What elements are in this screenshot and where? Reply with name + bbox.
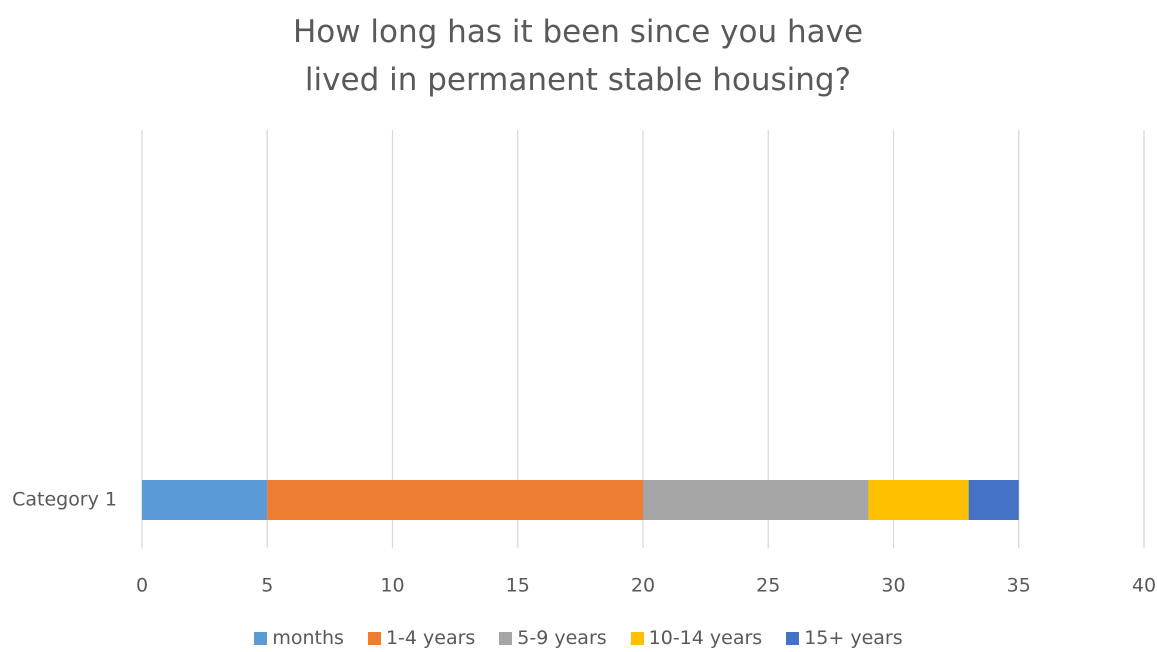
- x-tick-label: 15: [506, 575, 530, 597]
- bar-segment: [868, 480, 969, 520]
- legend-swatch: [254, 631, 268, 645]
- legend: months 1-4 years 5-9 years 10-14 years 15+ y…: [0, 624, 1157, 652]
- legend-swatch: [367, 631, 381, 645]
- legend-label: 5-9 years: [517, 627, 607, 649]
- legend-swatch: [499, 631, 513, 645]
- legend-label: 10-14 years: [648, 627, 763, 649]
- x-tick-label: 5: [261, 575, 273, 597]
- legend-swatch: [630, 631, 644, 645]
- legend-item: 15+ years: [786, 624, 903, 652]
- x-tick-label: 40: [1132, 575, 1156, 597]
- legend-label: 15+ years: [804, 627, 903, 649]
- x-tick-label: 20: [631, 575, 655, 597]
- legend-item: 5-9 years: [499, 624, 607, 652]
- legend-item: 1-4 years: [367, 624, 476, 652]
- chart-title: How long has it been since you have live…: [292, 14, 864, 98]
- y-tick-label: Category 1: [12, 489, 117, 511]
- legend-item: 10-14 years: [630, 624, 763, 652]
- x-tick-label: 10: [380, 575, 404, 597]
- x-tick-label: 25: [756, 575, 780, 597]
- bar-segment: [142, 480, 268, 520]
- bar-segment: [643, 480, 869, 520]
- x-tick-label: 30: [881, 575, 905, 597]
- legend-swatch: [786, 631, 800, 645]
- legend-item: months: [254, 624, 344, 652]
- legend-label: months: [272, 627, 344, 649]
- x-tick-label: 35: [1007, 575, 1031, 597]
- x-tick-label: 0: [136, 575, 148, 597]
- chart: 0 5 10 15 20 25 30 35 40 Category 1: [12, 130, 1156, 597]
- bar-segment: [968, 480, 1019, 520]
- legend-label: 1-4 years: [385, 627, 476, 649]
- bar-segment: [267, 480, 643, 520]
